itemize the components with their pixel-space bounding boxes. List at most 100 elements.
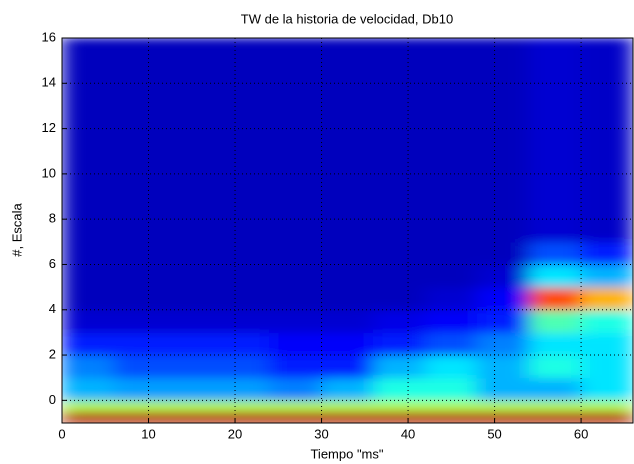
y-tick-label: 2 — [49, 346, 56, 361]
heat-cell — [217, 263, 271, 288]
heat-cell — [113, 286, 167, 311]
y-tick-label: 16 — [42, 29, 56, 44]
heat-cell — [580, 331, 633, 356]
heat-cell — [424, 263, 478, 288]
heat-cell — [528, 309, 582, 333]
heat-cell — [269, 377, 323, 401]
heat-cell — [424, 309, 478, 333]
heat-cell — [476, 263, 530, 288]
heat-cell — [165, 411, 219, 423]
heat-cell — [165, 309, 219, 333]
heat-cell — [113, 263, 167, 288]
heat-cell — [372, 309, 426, 333]
y-axis-label: #, Escala — [9, 202, 24, 256]
heat-cell — [269, 286, 323, 311]
heat-cell — [113, 399, 167, 413]
x-tick-label: 60 — [574, 426, 588, 441]
heat-cell — [321, 411, 374, 423]
y-tick-label: 10 — [42, 165, 56, 180]
heat-cell — [321, 331, 374, 356]
heat-cell — [269, 263, 323, 288]
y-tick-label: 14 — [42, 75, 56, 90]
heat-cell — [62, 309, 115, 333]
heat-cell — [580, 309, 633, 333]
x-axis-label: Tiempo "ms" — [310, 446, 383, 461]
heat-cell — [321, 309, 374, 333]
heat-cell — [269, 411, 323, 423]
heat-cell — [165, 286, 219, 311]
heat-cell — [165, 354, 219, 379]
heat-cell — [217, 411, 271, 423]
heat-cell — [217, 399, 271, 413]
heat-cell — [113, 354, 167, 379]
heat-cell — [217, 354, 271, 379]
heat-cell — [528, 411, 582, 423]
heat-cell — [62, 241, 115, 265]
x-tick-label: 10 — [141, 426, 155, 441]
heat-cell — [321, 377, 374, 401]
heat-cell — [62, 411, 115, 423]
heat-cell — [165, 399, 219, 413]
heat-cell — [113, 241, 167, 265]
heat-cell — [476, 38, 530, 243]
y-tick-label: 4 — [49, 301, 56, 316]
y-tick-label: 12 — [42, 120, 56, 135]
heat-cell — [165, 241, 219, 265]
y-tick-label: 6 — [49, 256, 56, 271]
heat-cell — [580, 399, 633, 413]
heat-cell — [321, 263, 374, 288]
heat-cell — [424, 411, 478, 423]
heat-cell — [217, 309, 271, 333]
heat-cell — [424, 286, 478, 311]
heat-cell — [580, 263, 633, 288]
heatmap-cells — [62, 38, 633, 423]
heat-cell — [113, 38, 167, 243]
heat-cell — [372, 263, 426, 288]
heat-cell — [321, 38, 374, 243]
heat-cell — [372, 377, 426, 401]
heat-cell — [476, 411, 530, 423]
heat-cell — [165, 38, 219, 243]
axes: 0 10 20 30 40 50 60 0 2 4 6 8 10 12 14 16 — [42, 29, 634, 441]
heat-cell — [372, 354, 426, 379]
x-tick-label: 40 — [401, 426, 415, 441]
heat-cell — [217, 331, 271, 356]
x-tick-label: 50 — [487, 426, 501, 441]
heat-cell — [269, 331, 323, 356]
chart-title: TW de la historia de velocidad, Db10 — [241, 11, 453, 26]
heat-cell — [580, 38, 633, 243]
heat-cell — [62, 399, 115, 413]
heat-cell — [372, 411, 426, 423]
heat-cell — [113, 377, 167, 401]
heat-cell — [476, 331, 530, 356]
heat-cell — [528, 399, 582, 413]
heat-cell — [62, 263, 115, 288]
heat-cell — [476, 309, 530, 333]
heat-cell — [528, 241, 582, 265]
heat-cell — [528, 263, 582, 288]
heat-cell — [424, 399, 478, 413]
heat-cell — [321, 286, 374, 311]
heat-cell — [269, 241, 323, 265]
x-tick-label: 30 — [314, 426, 328, 441]
heatmap — [62, 38, 633, 423]
heat-cell — [165, 263, 219, 288]
heat-cell — [217, 241, 271, 265]
heat-cell — [528, 377, 582, 401]
heat-cell — [528, 286, 582, 311]
y-tick-label: 0 — [49, 392, 56, 407]
heat-cell — [528, 331, 582, 356]
heat-cell — [528, 38, 582, 243]
heat-cell — [580, 411, 633, 423]
heat-cell — [165, 331, 219, 356]
heat-cell — [476, 286, 530, 311]
heat-cell — [217, 38, 271, 243]
heat-cell — [528, 354, 582, 379]
heat-cell — [321, 241, 374, 265]
heat-cell — [372, 399, 426, 413]
heat-cell — [62, 354, 115, 379]
heat-cell — [580, 241, 633, 265]
heat-cell — [476, 377, 530, 401]
heat-cell — [424, 354, 478, 379]
